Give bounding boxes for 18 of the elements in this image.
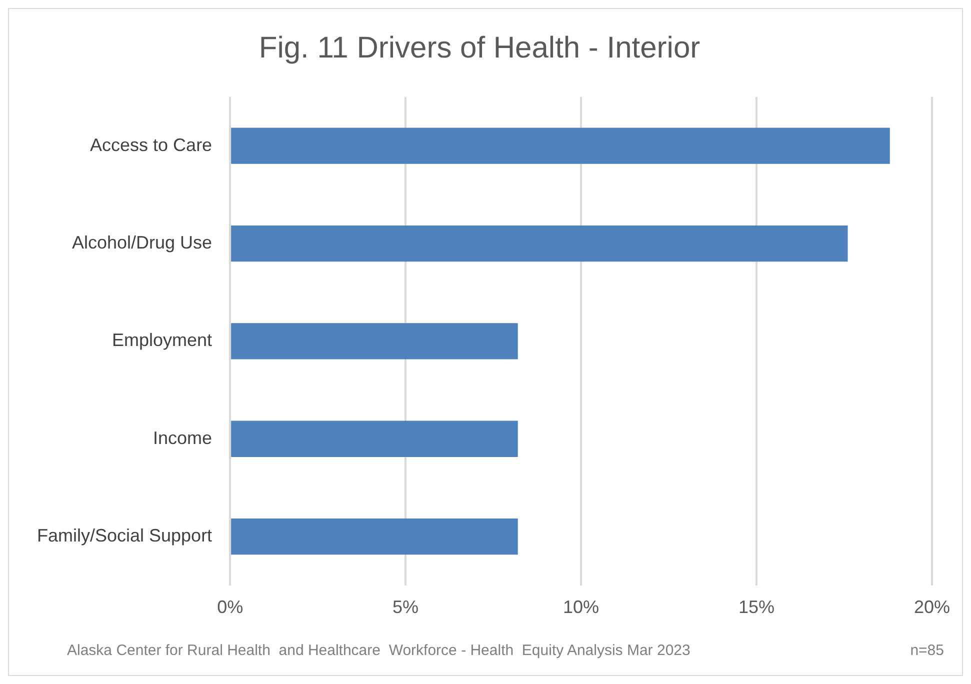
x-tick-label: 5%	[392, 597, 419, 618]
y-tick-label: Access to Care	[90, 134, 212, 155]
bar	[231, 420, 518, 457]
bar	[231, 225, 848, 262]
text: Alaska Center for Rural Health and Healthcare Workforce - Health Equity Analysis Mar 2023	[67, 642, 690, 660]
chart-title: Fig. 11 Drivers of Health - Interior	[258, 31, 700, 64]
x-tick-label: 20%	[914, 597, 950, 618]
text: n=85	[910, 642, 944, 660]
x-tick-label: 15%	[738, 597, 775, 618]
bar	[231, 128, 890, 164]
y-tick-label: Income	[153, 428, 212, 448]
y-tick-label: Family/Social Support	[36, 526, 212, 546]
x-tick-label: 10%	[563, 597, 600, 618]
bar	[231, 323, 518, 360]
y-tick-label: Alcohol/Drug Use	[72, 232, 212, 252]
y-tick-label: Employment	[112, 330, 212, 350]
bar	[231, 518, 518, 555]
x-tick-label: 0%	[217, 597, 244, 618]
